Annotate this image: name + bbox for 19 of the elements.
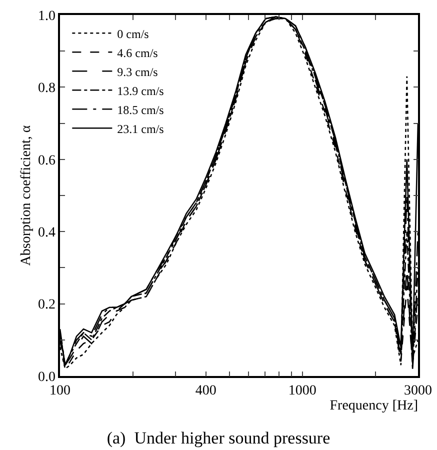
x-tick-label: 400: [195, 384, 216, 399]
y-tick-label: 0.2: [38, 298, 56, 313]
legend-label: 18.5 cm/s: [117, 102, 164, 117]
x-tick-label: 3000: [404, 384, 432, 399]
y-axis-title: Absorption coefficient, α: [19, 124, 34, 266]
y-tick-label: 0.4: [38, 226, 56, 240]
legend-label: 4.6 cm/s: [117, 46, 158, 60]
text: (a) Under higher sound pressure: [106, 428, 330, 448]
x-axis-title: Frequency [Hz]: [330, 398, 418, 414]
y-tick-label: 0.0: [38, 370, 56, 385]
y-tick-label: 1.0: [38, 8, 56, 24]
y-tick-label: 0.8: [38, 81, 56, 96]
legend-label: 9.3 cm/s: [117, 64, 158, 79]
y-tick-label: 0.6: [38, 153, 56, 168]
legend-label: 0 cm/s: [117, 26, 150, 41]
legend-label: 23.1 cm/s: [117, 122, 164, 136]
x-tick-label: 1000: [288, 384, 316, 399]
legend-label: 13.9 cm/s: [117, 84, 164, 98]
x-tick-label: 100: [50, 384, 70, 399]
